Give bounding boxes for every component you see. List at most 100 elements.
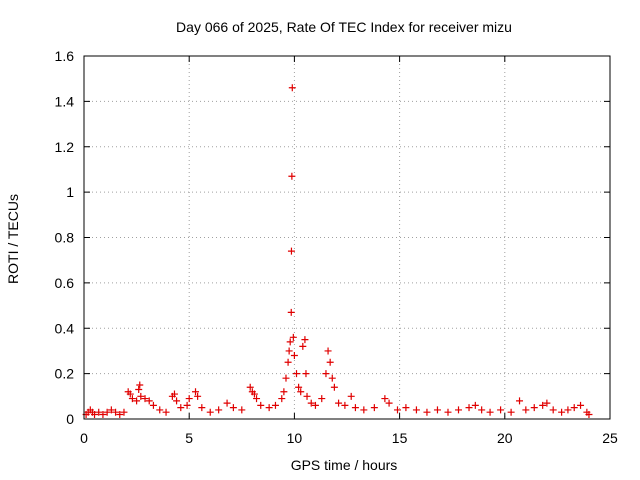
x-tick-label: 20 xyxy=(497,430,513,446)
data-point xyxy=(402,404,410,412)
y-tick-label: 0.4 xyxy=(55,320,75,336)
data-point xyxy=(486,408,494,416)
y-tick-label: 0.2 xyxy=(55,366,75,382)
data-point xyxy=(185,395,193,403)
data-point xyxy=(311,401,319,409)
data-point xyxy=(577,401,585,409)
data-point xyxy=(522,406,530,414)
data-point xyxy=(360,406,368,414)
data-point xyxy=(299,342,307,350)
data-point xyxy=(128,395,136,403)
data-point xyxy=(192,388,200,396)
data-point xyxy=(120,408,128,416)
data-point xyxy=(328,374,336,382)
data-point xyxy=(564,406,572,414)
data-point xyxy=(465,404,473,412)
data-point xyxy=(423,408,431,416)
data-point xyxy=(295,383,303,391)
data-point xyxy=(286,338,294,346)
data-point xyxy=(265,404,273,412)
data-point xyxy=(293,370,301,378)
data-point xyxy=(351,404,359,412)
y-tick-label: 1.4 xyxy=(55,93,75,109)
data-point xyxy=(250,390,258,398)
x-tick-label: 25 xyxy=(602,430,618,446)
y-tick-label: 1 xyxy=(66,184,74,200)
data-point xyxy=(297,388,305,396)
data-point xyxy=(570,404,578,412)
data-point xyxy=(133,397,141,405)
data-point xyxy=(324,347,332,355)
data-point xyxy=(149,401,157,409)
data-point xyxy=(177,404,185,412)
data-point xyxy=(543,399,551,407)
data-point xyxy=(307,399,315,407)
data-point xyxy=(278,395,286,403)
data-point xyxy=(497,406,505,414)
data-point xyxy=(112,408,120,416)
data-point xyxy=(126,390,134,398)
data-point xyxy=(253,395,261,403)
data-point xyxy=(282,374,290,382)
y-tick-label: 0.6 xyxy=(55,275,75,291)
data-point xyxy=(99,410,107,418)
data-point xyxy=(433,406,441,414)
data-point xyxy=(516,397,524,405)
data-point xyxy=(137,392,145,400)
data-point xyxy=(455,406,463,414)
data-point xyxy=(507,408,515,416)
data-point xyxy=(194,392,202,400)
data-point xyxy=(170,390,178,398)
y-tick-label: 0.8 xyxy=(55,230,75,246)
x-tick-label: 5 xyxy=(185,430,193,446)
data-point xyxy=(335,399,343,407)
y-tick-label: 1.2 xyxy=(55,139,75,155)
data-point xyxy=(370,404,378,412)
data-point xyxy=(136,381,144,389)
data-point xyxy=(412,406,420,414)
data-point xyxy=(162,408,170,416)
data-point xyxy=(280,388,288,396)
data-point xyxy=(478,406,486,414)
data-point xyxy=(183,401,191,409)
data-point xyxy=(444,408,452,416)
data-point xyxy=(198,404,206,412)
data-point xyxy=(271,401,279,409)
data-point xyxy=(318,395,326,403)
data-point xyxy=(289,333,297,341)
data-point xyxy=(103,408,111,416)
data-point xyxy=(135,386,143,394)
data-point xyxy=(173,397,181,405)
x-tick-label: 15 xyxy=(392,430,408,446)
data-point xyxy=(141,395,149,403)
data-point xyxy=(302,370,310,378)
data-point xyxy=(381,395,389,403)
data-point xyxy=(284,358,292,366)
data-point xyxy=(206,408,214,416)
grid-lines xyxy=(84,56,610,419)
chart-title: Day 066 of 2025, Rate Of TEC Index for r… xyxy=(176,19,512,35)
x-tick-label: 10 xyxy=(287,430,303,446)
data-point xyxy=(287,247,295,255)
data-points xyxy=(82,84,593,418)
data-point xyxy=(156,406,164,414)
x-axis-label: GPS time / hours xyxy=(291,457,398,473)
data-point xyxy=(107,406,115,414)
data-point xyxy=(347,392,355,400)
data-point xyxy=(288,84,296,92)
data-point xyxy=(215,406,223,414)
data-point xyxy=(246,383,254,391)
data-point xyxy=(385,399,393,407)
data-point xyxy=(287,308,295,316)
data-point xyxy=(145,397,153,405)
y-axis-label: ROTI / TECUs xyxy=(5,194,21,284)
data-point xyxy=(285,347,293,355)
data-point xyxy=(238,406,246,414)
y-tick-label: 0 xyxy=(66,411,74,427)
data-point xyxy=(290,351,298,359)
data-point xyxy=(471,401,479,409)
data-point xyxy=(91,410,99,418)
